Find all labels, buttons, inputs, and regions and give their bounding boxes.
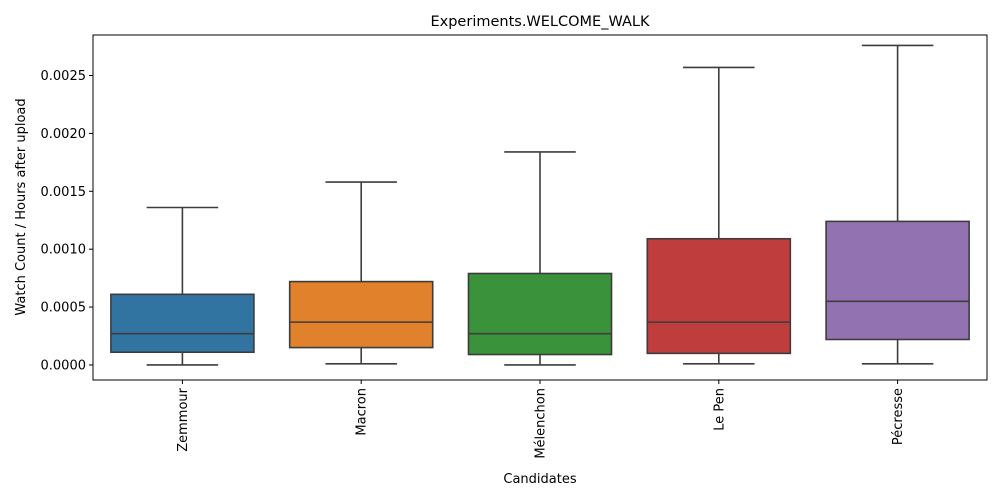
box-4 (825, 44, 970, 365)
y-tick-label: 0.0005 (41, 301, 87, 316)
y-tick-label: 0.0020 (41, 127, 87, 142)
box-3 (646, 66, 792, 365)
iqr-box (825, 220, 970, 341)
y-tick-label: 0.0010 (41, 243, 87, 258)
iqr-box (646, 237, 792, 355)
plot-frame (92, 34, 988, 381)
box-2 (467, 151, 613, 366)
x-tick-label: Zemmour (176, 387, 191, 451)
y-tick-label: 0.0015 (41, 185, 87, 200)
y-axis-label: Watch Count / Hours after upload (14, 98, 29, 315)
y-tick-label: 0.0000 (41, 358, 87, 373)
x-tick-label: Macron (355, 388, 370, 436)
iqr-box (110, 293, 255, 354)
iqr-box (467, 272, 613, 356)
boxes-group (110, 44, 970, 366)
x-tick-label: Mélenchon (534, 388, 549, 459)
chart-title: Experiments.WELCOME_WALK (430, 14, 650, 30)
x-tick-label: Le Pen (712, 388, 727, 431)
x-tick-label: Pécresse (891, 388, 906, 445)
y-tick-label: 0.0025 (41, 69, 87, 84)
x-axis-ticks: Zemmour Macron Mélenchon Le Pen Pécresse (176, 380, 906, 459)
box-1 (288, 181, 434, 365)
y-axis-ticks: 0.0000 0.0005 0.0010 0.0015 0.0020 0.0025 (41, 69, 93, 373)
box-0 (110, 206, 255, 366)
iqr-box (288, 280, 434, 349)
x-axis-label: Candidates (503, 472, 576, 487)
